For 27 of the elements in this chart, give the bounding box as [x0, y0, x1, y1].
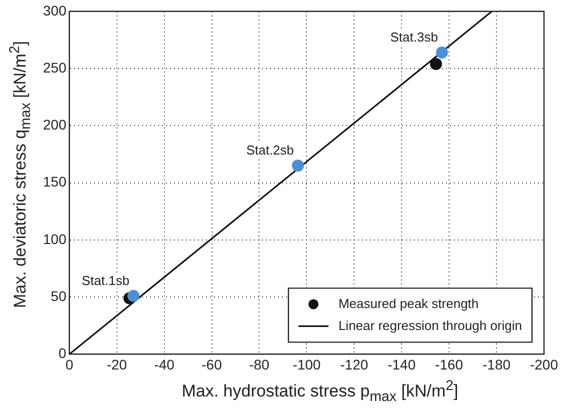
y-tick-label: 150: [43, 174, 67, 190]
annotation: Stat.1sb: [82, 273, 130, 288]
y-tick-label: 200: [43, 116, 67, 133]
y-tick-label: 0: [58, 345, 67, 362]
x-tick-label: -80: [249, 356, 270, 372]
x-tick-label: -20: [106, 356, 128, 372]
y-tick-label: 300: [43, 2, 67, 18]
x-tick-label: -140: [388, 356, 416, 372]
legend-label: Linear regression through origin: [338, 318, 522, 333]
x-tick-label: -200: [530, 356, 558, 372]
point: [127, 290, 140, 302]
x-axis-title: Max. hydrostatic stress p$_{max}$ [kN/m$^{2}$]: [180, 378, 460, 406]
y-tick-label: 100: [43, 230, 67, 247]
x-tick-label: -40: [154, 356, 175, 372]
x-tick-label: -60: [202, 356, 222, 372]
annotation: Stat.3sb: [390, 30, 438, 45]
x-tick-label: -180: [482, 356, 511, 372]
x-tick-label: -160: [435, 356, 464, 372]
y-tick-label: 50: [50, 288, 67, 304]
x-tick-label: -120: [340, 356, 368, 372]
x-tick-label: -100: [292, 356, 321, 372]
point: [436, 46, 448, 59]
annotation: Stat.2sb: [246, 142, 294, 158]
y-tick-label: 250: [43, 59, 67, 76]
point: [292, 160, 304, 172]
point: [430, 58, 442, 70]
legend-label: Measured peak strength: [338, 296, 479, 311]
